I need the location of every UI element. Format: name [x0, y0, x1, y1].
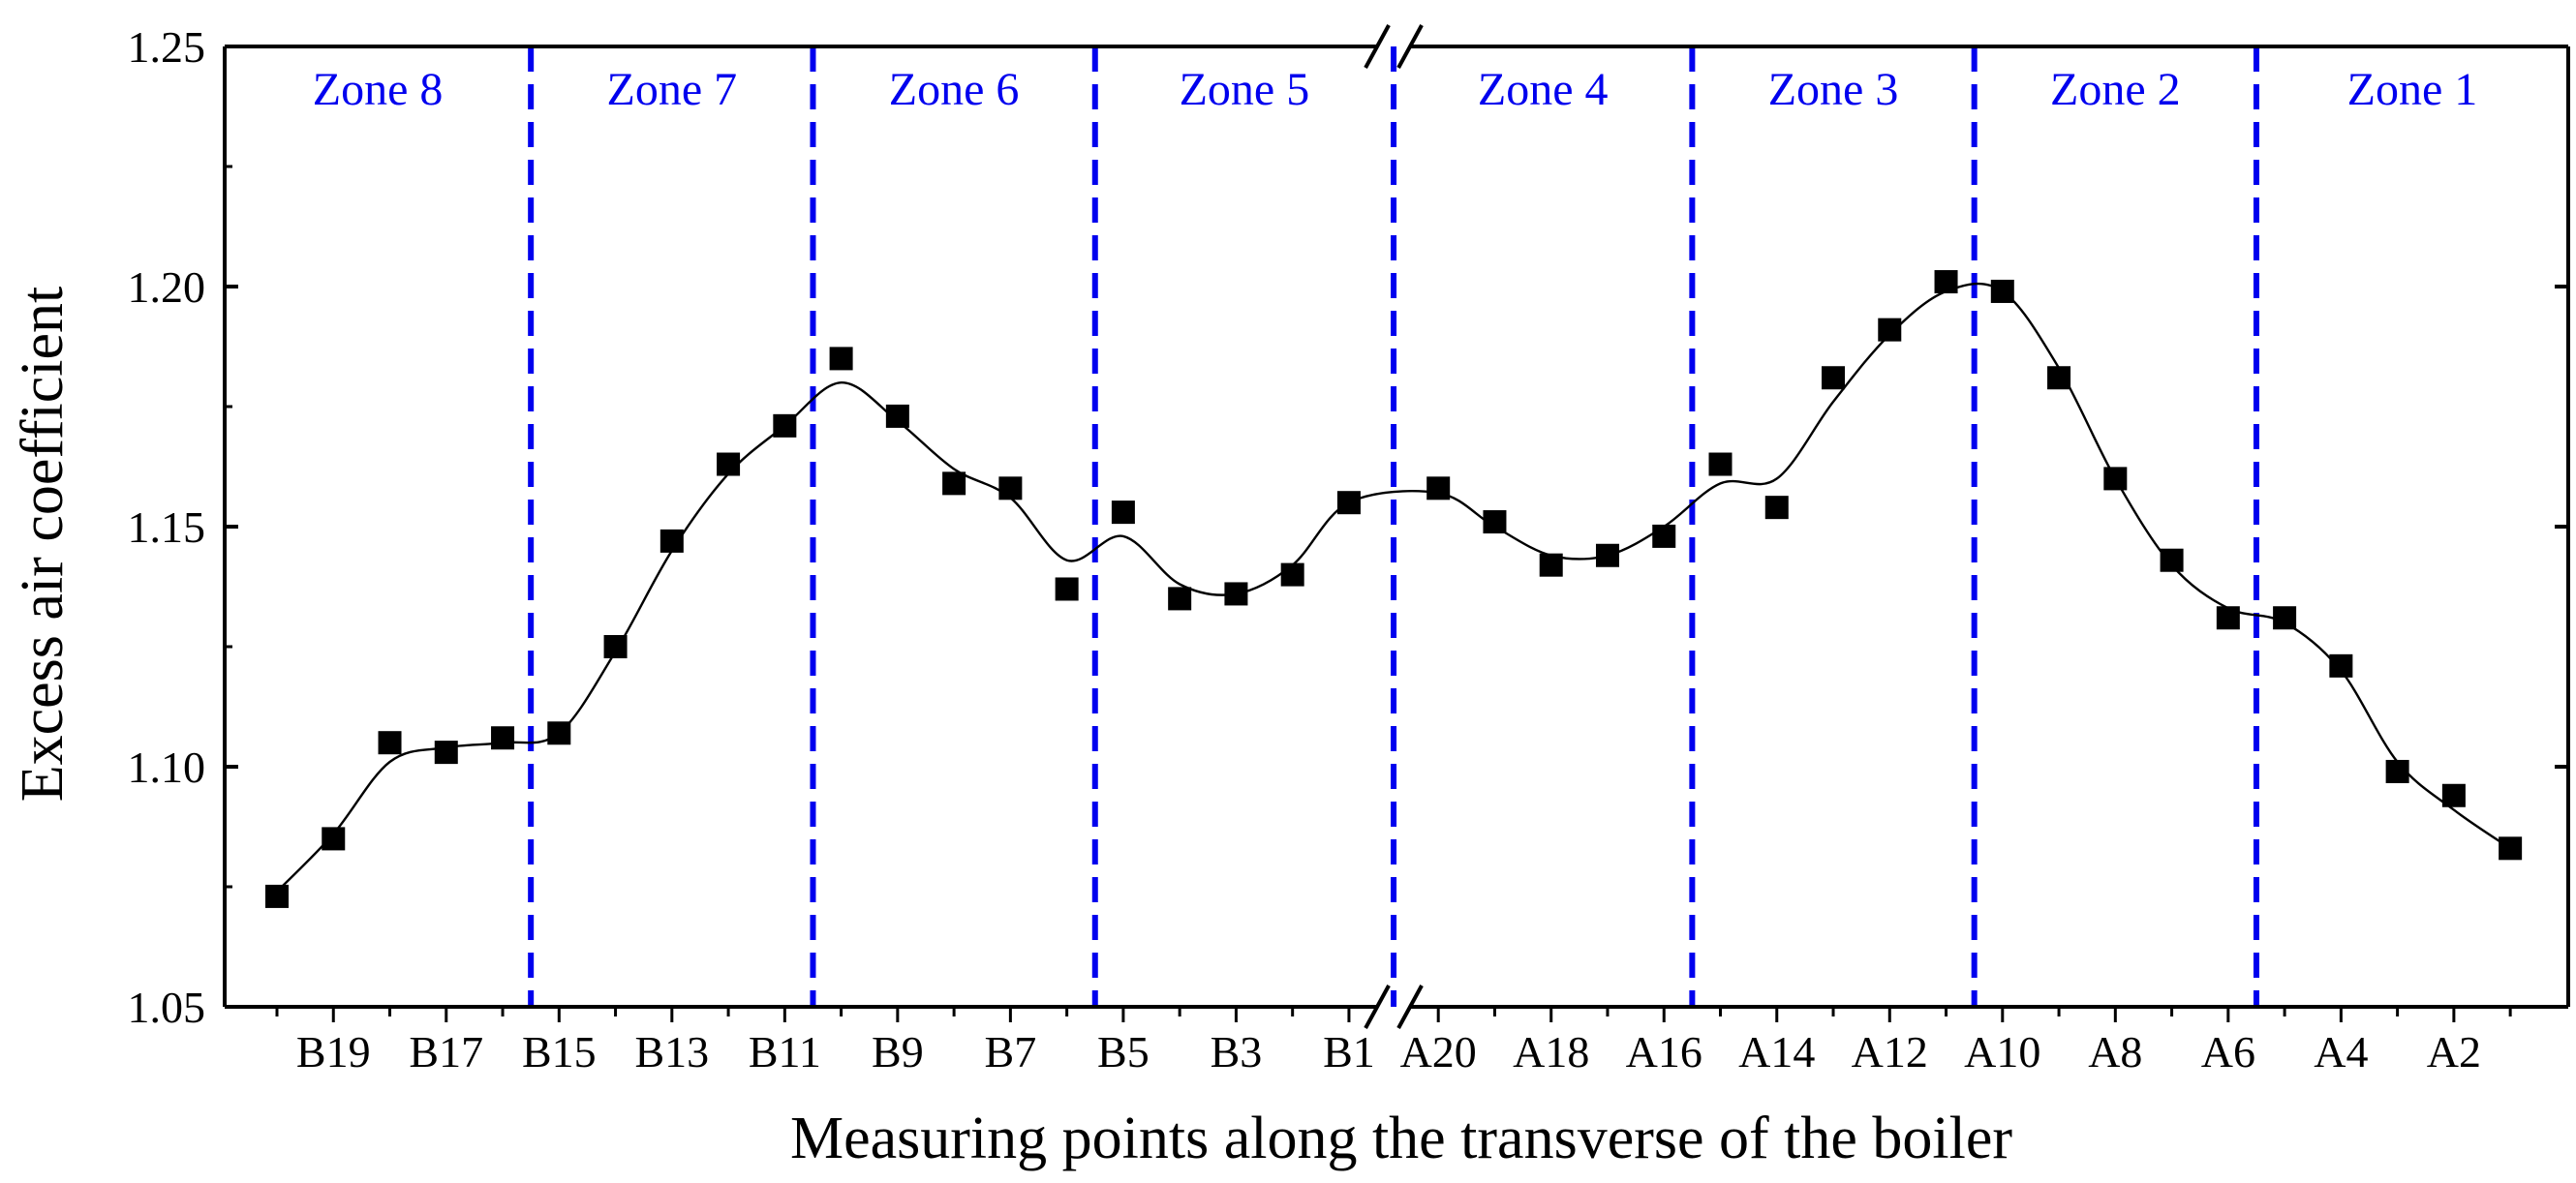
zone-label-zone-5: Zone 5	[1180, 64, 1310, 115]
data-point-B16	[491, 726, 515, 750]
data-point-A17	[1595, 543, 1619, 567]
data-point-B19	[322, 827, 346, 851]
y-tick-label: 1.20	[128, 262, 206, 312]
axis-break-mark-bottom-2	[1396, 985, 1424, 1029]
x-tick-label-B3: B3	[1211, 1027, 1263, 1077]
data-point-A10	[1990, 279, 2014, 303]
data-point-B15	[547, 721, 571, 745]
data-point-A15	[1708, 452, 1733, 476]
y-tick-label: 1.05	[128, 983, 206, 1032]
x-tick-label-B7: B7	[985, 1027, 1037, 1077]
data-point-B1	[1336, 491, 1361, 515]
data-point-B12	[717, 452, 741, 476]
x-tick-label-B15: B15	[522, 1027, 597, 1077]
x-tick-label-A12: A12	[1852, 1027, 1928, 1077]
y-axis-title: Excess air coefficient	[10, 287, 76, 802]
x-tick-label-A4: A4	[2314, 1027, 2368, 1077]
data-point-A1	[2499, 836, 2523, 861]
data-point-B14	[603, 635, 628, 658]
data-point-B3	[1224, 582, 1248, 606]
data-point-A2	[2441, 783, 2466, 807]
data-point-B6	[1055, 577, 1079, 601]
data-point-A7	[2160, 548, 2184, 572]
x-axis-title: Measuring points along the transverse of…	[790, 1106, 2012, 1171]
axis-break-mark-bottom-1	[1364, 985, 1391, 1029]
axis-break-mark-top-1	[1364, 24, 1391, 69]
data-point-A12	[1878, 318, 1902, 342]
zone-label-zone-2: Zone 2	[2050, 64, 2181, 115]
x-tick-label-A16: A16	[1626, 1027, 1702, 1077]
zone-label-zone-7: Zone 7	[607, 64, 738, 115]
x-tick-label-A18: A18	[1513, 1027, 1589, 1077]
x-tick-label-B13: B13	[634, 1027, 709, 1077]
x-tick-label-B11: B11	[749, 1027, 821, 1077]
x-tick-label-A2: A2	[2427, 1027, 2481, 1077]
data-point-A8	[2103, 467, 2128, 491]
data-point-B4	[1168, 587, 1192, 611]
zone-label-zone-3: Zone 3	[1768, 64, 1899, 115]
y-tick-label: 1.25	[128, 22, 206, 72]
data-points	[265, 270, 2523, 908]
axis-break-mark-top-2	[1396, 24, 1424, 69]
x-tick-label-B17: B17	[409, 1027, 483, 1077]
data-point-A9	[2047, 366, 2071, 390]
data-point-A20	[1426, 476, 1451, 500]
y-axis: 1.05 1.10 1.15 1.20 1.25	[128, 22, 2568, 1032]
data-point-A4	[2329, 653, 2353, 678]
x-tick-label-A10: A10	[1964, 1027, 2040, 1077]
data-point-B9	[885, 404, 909, 428]
zone-label-zone-4: Zone 4	[1478, 64, 1609, 115]
y-tick-label: 1.15	[128, 502, 206, 552]
zone-dividers	[528, 46, 2259, 1007]
x-tick-label-A6: A6	[2201, 1027, 2255, 1077]
x-tick-label-A14: A14	[1738, 1027, 1815, 1077]
plot-frame	[223, 24, 2570, 1029]
data-point-B13	[659, 529, 684, 553]
data-point-B17	[434, 741, 458, 765]
data-point-A19	[1483, 510, 1507, 534]
data-point-B7	[998, 476, 1023, 500]
data-point-A6	[2216, 606, 2240, 630]
x-axis: B19 B17 B15 B13 B11 B9 B7 B5 B3 B1 A20 A18 A16 A14 A12…	[275, 1007, 2512, 1077]
data-point-B18	[378, 731, 402, 755]
fit-curve	[276, 282, 2511, 893]
data-point-A5	[2273, 606, 2297, 630]
data-point-A16	[1652, 524, 1676, 548]
zone-label-zone-1: Zone 1	[2347, 64, 2478, 115]
y-tick-label: 1.10	[128, 743, 206, 792]
x-tick-label-B5: B5	[1097, 1027, 1150, 1077]
data-point-B11	[773, 413, 797, 438]
fit-curve-layer	[276, 282, 2511, 893]
data-point-B8	[942, 471, 966, 496]
data-point-B10	[829, 347, 853, 371]
data-point-B5	[1111, 500, 1135, 525]
x-tick-label-A8: A8	[2088, 1027, 2142, 1077]
data-point-B2	[1280, 562, 1304, 587]
x-tick-label-B1: B1	[1323, 1027, 1375, 1077]
zone-label-zone-8: Zone 8	[313, 64, 444, 115]
x-tick-label-B19: B19	[296, 1027, 371, 1077]
data-point-B20	[265, 884, 289, 908]
data-point-A13	[1822, 366, 1846, 390]
x-tick-label-B9: B9	[872, 1027, 924, 1077]
data-point-A14	[1764, 496, 1789, 520]
data-point-A18	[1539, 553, 1563, 577]
zone-label-zone-6: Zone 6	[889, 64, 1020, 115]
x-tick-label-A20: A20	[1400, 1027, 1477, 1077]
data-point-A11	[1934, 270, 1958, 294]
zone-labels: Zone 8 Zone 7 Zone 6 Zone 5 Zone 4 Zone 3 Zone…	[313, 64, 2478, 115]
data-point-A3	[2385, 759, 2409, 783]
